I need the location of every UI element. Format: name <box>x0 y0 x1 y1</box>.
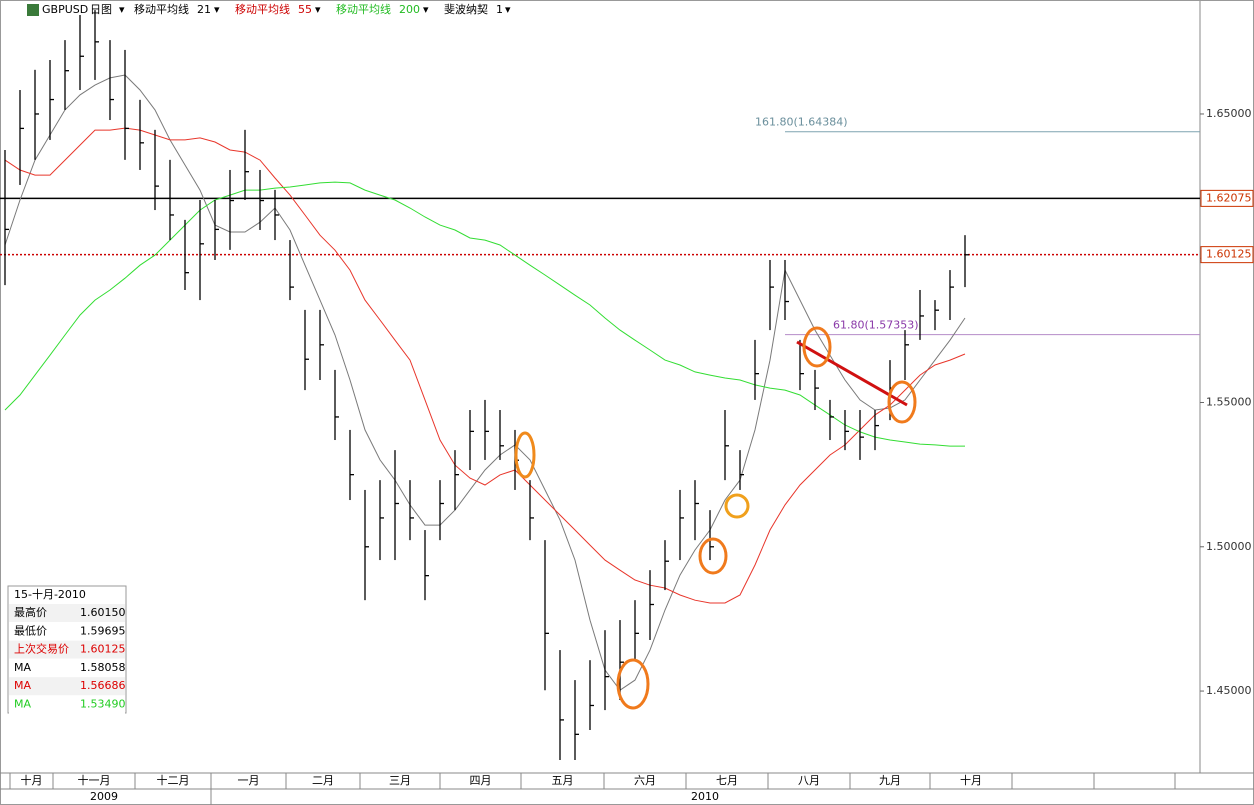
info-row <box>9 622 125 641</box>
indicator-period: 21 <box>197 3 211 16</box>
price-label-box <box>1200 189 1254 207</box>
x-tick-label: 八月 <box>798 774 820 787</box>
info-value: 1.53490 <box>80 698 126 711</box>
y-tick-label: 1.65000 <box>1206 107 1252 120</box>
info-value: 1.59695 <box>80 624 126 637</box>
info-panel: 15-十月-2010 最高价 1.60150 最低价 1.59695 上次交易价 1.601… <box>7 585 127 714</box>
plot-area: 1.450001.500001.550001.600001.650001.620… <box>0 10 1254 761</box>
symbol-icon <box>27 4 39 16</box>
price-label: 1.60125 <box>1206 248 1252 261</box>
highlight-circle <box>514 431 536 479</box>
info-value: 1.58058 <box>80 661 126 674</box>
x-tick-label: 十月 <box>21 773 43 787</box>
indicator-period: 200 <box>399 3 420 16</box>
annotations <box>514 326 917 710</box>
x-tick-label: 一月 <box>238 774 260 787</box>
x-tick-label: 七月 <box>716 774 738 787</box>
info-value: 1.60150 <box>80 606 126 619</box>
info-date: 15-十月-2010 <box>14 587 86 601</box>
highlight-circle <box>698 537 728 575</box>
indicator-name: 移动平均线 <box>134 2 189 16</box>
info-row <box>9 695 125 714</box>
x-tick-label: 九月 <box>879 774 901 787</box>
info-label: MA <box>14 661 31 674</box>
dropdown: ▾ <box>214 3 220 16</box>
fib-label: 61.80(1.57353) <box>833 319 919 332</box>
x-tick-label: 四月 <box>470 774 492 787</box>
y-tick-label: 1.55000 <box>1206 396 1252 409</box>
x-axis: 十月 十一月 十二月 一月 二月 三月 四月 五月 六月 七月 八月 九月 十月 2009 2010 <box>0 772 1254 805</box>
price-label-box <box>1200 246 1254 264</box>
info-row <box>9 604 125 622</box>
info-row <box>9 658 125 677</box>
toolbar: GBPUSD 日图 ▾ 移动平均线 21 ▾ 移动平均线 55 ▾ 移动平均线 200 ▾ 斐波纳契 1 ▾ <box>27 2 511 16</box>
info-label: 上次交易价 <box>14 642 69 656</box>
indicator-period: 1 <box>496 3 503 16</box>
dropdown: ▾ <box>423 3 429 16</box>
highlight-circle <box>802 326 832 368</box>
x-tick-label: 二月 <box>312 774 334 787</box>
info-value: 1.56686 <box>80 679 126 692</box>
info-label: 最低价 <box>14 624 47 637</box>
indicator-name: 移动平均线 <box>235 2 290 16</box>
x-tick-label: 十二月 <box>157 773 190 787</box>
indicator-period: 55 <box>298 3 312 16</box>
moving-average <box>4 127 966 604</box>
info-row <box>9 677 125 696</box>
x-tick-label: 十月 <box>960 773 982 787</box>
year-label: 2010 <box>691 790 719 803</box>
timeframe: 日图 <box>90 3 112 16</box>
y-tick-label: 1.45000 <box>1206 684 1252 697</box>
info-label: MA <box>14 679 31 692</box>
indicator-name: 斐波纳契 <box>444 2 488 16</box>
info-label: 最高价 <box>14 605 47 619</box>
highlight-circle <box>887 380 917 424</box>
price-label: 1.62075 <box>1206 191 1252 204</box>
indicator-name: 移动平均线 <box>336 2 391 16</box>
info-row <box>9 640 125 659</box>
highlight-circle <box>724 493 750 519</box>
moving-average <box>4 181 965 447</box>
highlight-circle <box>616 658 650 710</box>
x-tick-label: 五月 <box>552 774 574 787</box>
dropdown: ▾ <box>315 3 321 16</box>
year-label: 2009 <box>90 790 118 803</box>
info-value: 1.60125 <box>80 643 126 656</box>
symbol: GBPUSD <box>42 3 88 16</box>
x-tick-label: 六月 <box>634 774 656 787</box>
fib-label: 161.80(1.64384) <box>755 116 848 129</box>
dropdown: ▾ <box>119 3 125 16</box>
moving-average <box>4 74 966 691</box>
x-tick-label: 三月 <box>389 774 411 787</box>
dropdown: ▾ <box>505 3 511 16</box>
info-label: MA <box>14 698 31 711</box>
x-tick-label: 十一月 <box>78 773 111 787</box>
y-tick-label: 1.50000 <box>1206 540 1252 553</box>
